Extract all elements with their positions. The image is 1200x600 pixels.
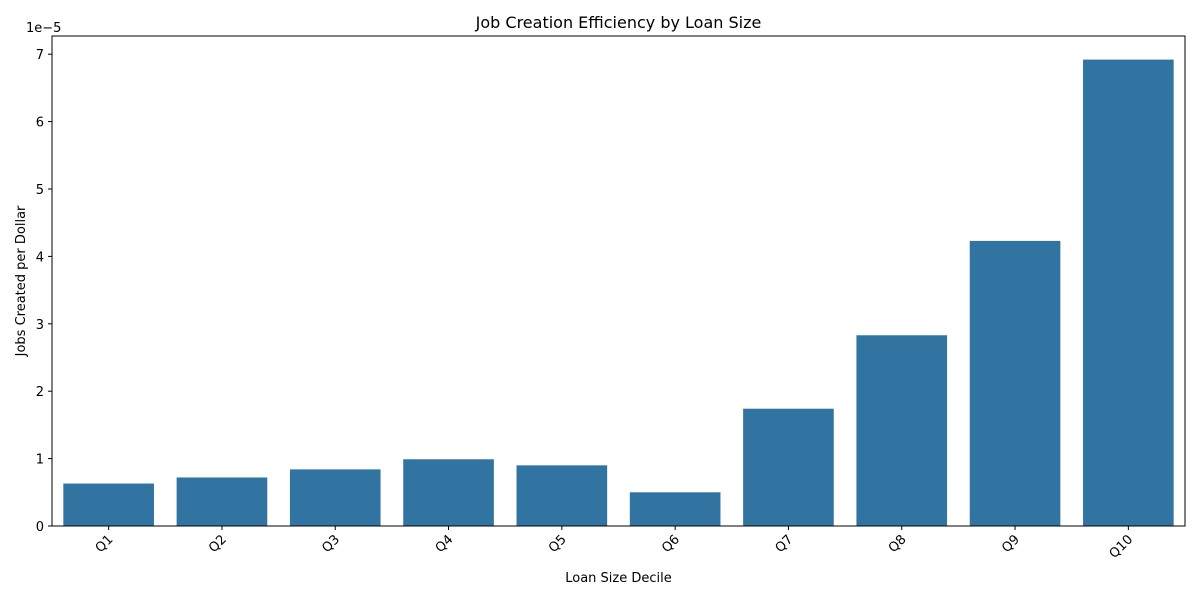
- bar-q9: [969, 240, 1061, 526]
- y-tick-label: 6: [36, 116, 44, 131]
- chart-title: Job Creation Efficiency by Loan Size: [475, 13, 762, 32]
- bar-q4: [403, 459, 494, 526]
- x-tick-label: Q7: [773, 532, 797, 556]
- x-tick-label: Q1: [93, 532, 117, 556]
- x-ticks-group: Q1 Q2 Q3 Q4 Q5 Q6 Q7 Q8 Q9 Q10: [93, 526, 1136, 562]
- x-axis-label: Loan Size Decile: [565, 571, 672, 586]
- bar-q3: [289, 469, 381, 526]
- y-tick-label: 0: [36, 520, 44, 535]
- y-tick-label: 5: [36, 183, 44, 198]
- bar-q6: [629, 492, 721, 526]
- y-tick-label: 2: [36, 385, 44, 400]
- bar-q10: [1083, 59, 1174, 527]
- bar-q8: [856, 335, 948, 526]
- y-tick-label: 7: [36, 48, 44, 63]
- y-tick-label: 4: [36, 250, 44, 265]
- bar-q2: [176, 477, 268, 526]
- x-tick-label: Q10: [1107, 532, 1137, 562]
- y-ticks-group: 0 1 2 3 4 5 6 7: [36, 48, 52, 535]
- x-tick-label: Q6: [659, 532, 683, 556]
- x-tick-label: Q4: [433, 532, 457, 556]
- y-offset-label: 1e−5: [26, 21, 61, 36]
- x-tick-label: Q9: [999, 532, 1023, 556]
- bars-group: [63, 59, 1174, 527]
- x-tick-label: Q5: [546, 532, 570, 556]
- bar-q1: [63, 483, 154, 526]
- x-tick-label: Q2: [206, 532, 230, 556]
- y-axis-label: Jobs Created per Dollar: [14, 205, 29, 357]
- bar-q7: [743, 408, 834, 526]
- y-tick-label: 1: [36, 453, 44, 468]
- bar-q5: [516, 465, 608, 526]
- plot-frame: [51, 35, 1186, 527]
- x-tick-label: Q3: [319, 532, 343, 556]
- x-tick-label: Q8: [886, 532, 910, 556]
- y-tick-label: 3: [36, 318, 44, 333]
